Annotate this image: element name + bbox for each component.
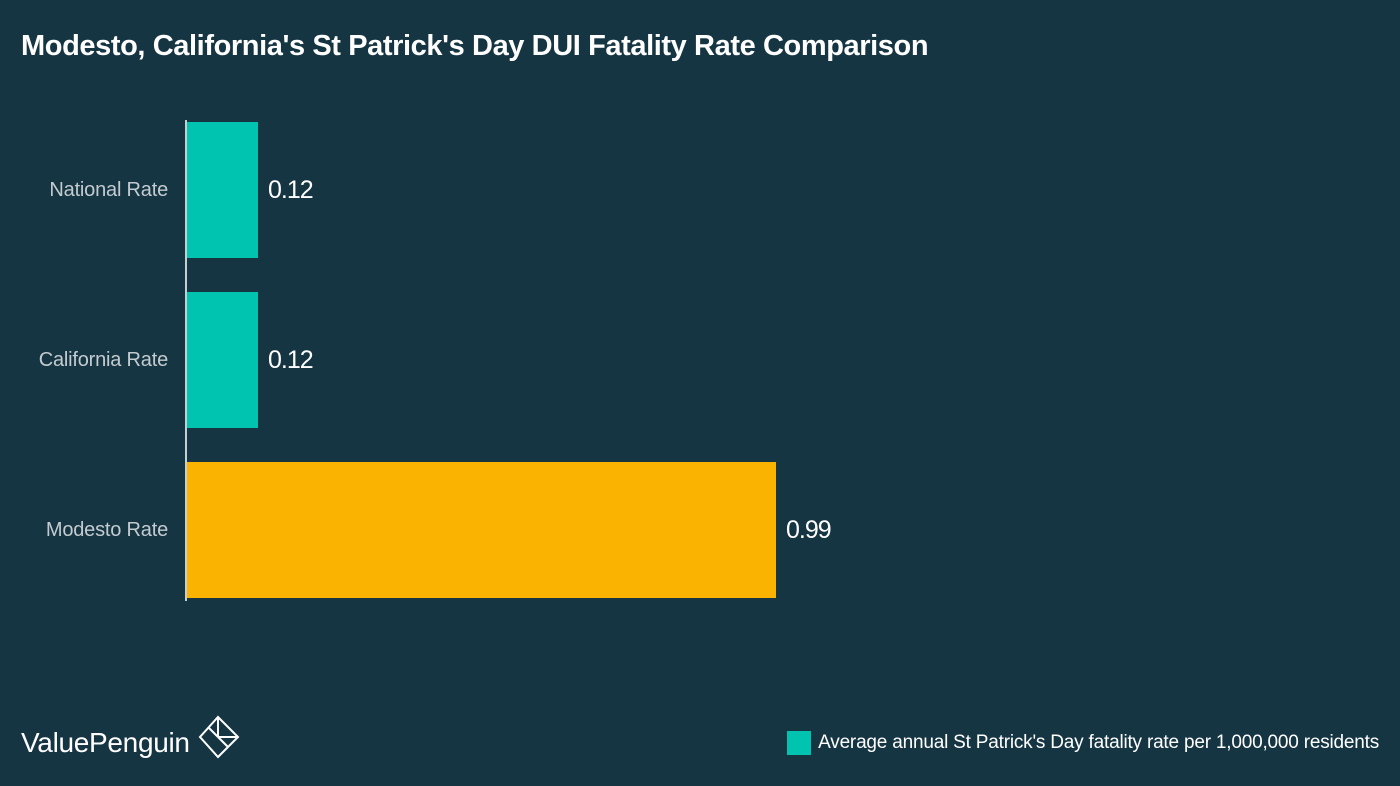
bar	[187, 122, 258, 258]
bar-row: Modesto Rate 0.99	[0, 462, 1400, 598]
logo-text: ValuePenguin	[21, 727, 190, 758]
value-label: 0.99	[786, 515, 832, 544]
category-label: California Rate	[38, 348, 168, 371]
bar-row: National Rate 0.12	[0, 122, 1400, 258]
y-axis-line	[185, 120, 187, 601]
bar-row: California Rate 0.12	[0, 292, 1400, 428]
legend-label: Average annual St Patrick's Day fatality…	[818, 732, 1379, 753]
valuepenguin-diamond-icon	[198, 715, 240, 759]
legend: Average annual St Patrick's Day fatality…	[787, 731, 1379, 755]
category-label: Modesto Rate	[45, 518, 168, 541]
legend-swatch	[787, 731, 812, 755]
bar	[187, 462, 776, 598]
value-label: 0.12	[268, 175, 314, 204]
value-label: 0.12	[268, 345, 314, 374]
chart-title: Modesto, California's St Patrick's Day D…	[21, 30, 929, 62]
valuepenguin-logo: ValuePenguin	[21, 715, 240, 759]
category-label: National Rate	[49, 178, 168, 201]
bar	[187, 292, 258, 428]
